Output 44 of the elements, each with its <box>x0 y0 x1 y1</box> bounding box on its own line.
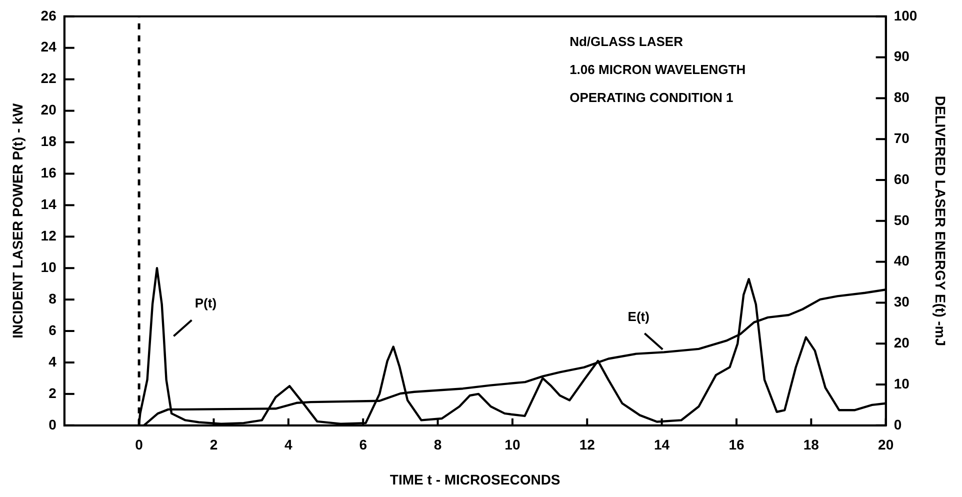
y-tick-label: 22 <box>40 70 57 86</box>
y2-tick-label: 70 <box>894 130 910 146</box>
y2-tick-label: 100 <box>894 7 918 24</box>
y-tick-label: 16 <box>40 164 57 181</box>
x-tick-label: 18 <box>803 436 820 453</box>
y-tick-label: 26 <box>40 7 57 24</box>
y2-tick-label: 90 <box>894 48 910 64</box>
x-tick-label: 10 <box>504 436 520 453</box>
y2-axis-title: DELIVERED LASER ENERGY E(t) -mJ <box>932 96 949 346</box>
annotation: P(t) <box>194 296 217 311</box>
y-tick-label: 24 <box>40 38 57 55</box>
y-tick-label: 6 <box>48 322 57 338</box>
x-tick-label: 4 <box>284 436 293 453</box>
annotation: Nd/GLASS LASER <box>570 34 684 49</box>
y-tick-label: 20 <box>40 102 57 118</box>
y2-tick-label: 80 <box>894 89 910 106</box>
x-tick-label: 6 <box>359 436 368 453</box>
x-tick-label: 2 <box>210 436 218 453</box>
y2-tick-label: 50 <box>894 212 910 228</box>
y2-tick-label: 30 <box>894 294 910 310</box>
y-tick-label: 2 <box>48 384 57 401</box>
y-tick-label: 0 <box>48 416 57 432</box>
y-tick-label: 10 <box>40 258 57 275</box>
y2-tick-label: 0 <box>894 416 902 432</box>
y2-tick-label: 40 <box>894 252 910 269</box>
annotation: OPERATING CONDITION 1 <box>570 90 734 105</box>
x-tick-label: 16 <box>728 436 744 453</box>
y2-tick-label: 10 <box>894 375 910 392</box>
x-tick-label: 0 <box>135 436 144 453</box>
y2-tick-label: 20 <box>894 334 910 350</box>
y-tick-label: 12 <box>40 227 57 244</box>
x-tick-label: 8 <box>434 436 442 453</box>
x-tick-label: 12 <box>579 436 596 453</box>
annotation: 1.06 MICRON WAVELENGTH <box>570 62 746 77</box>
x-axis-title: TIME t - MICROSECONDS <box>390 471 560 488</box>
y-tick-label: 4 <box>48 353 57 370</box>
x-tick-label: 20 <box>878 436 894 453</box>
y-axis-title: INCIDENT LASER POWER P(t) - kW <box>9 102 26 338</box>
y-tick-label: 14 <box>40 196 57 212</box>
annotation: E(t) <box>628 308 650 324</box>
y-tick-label: 18 <box>40 133 57 150</box>
y2-tick-label: 60 <box>894 170 910 187</box>
x-tick-label: 14 <box>654 436 670 453</box>
y-tick-label: 8 <box>48 290 57 306</box>
